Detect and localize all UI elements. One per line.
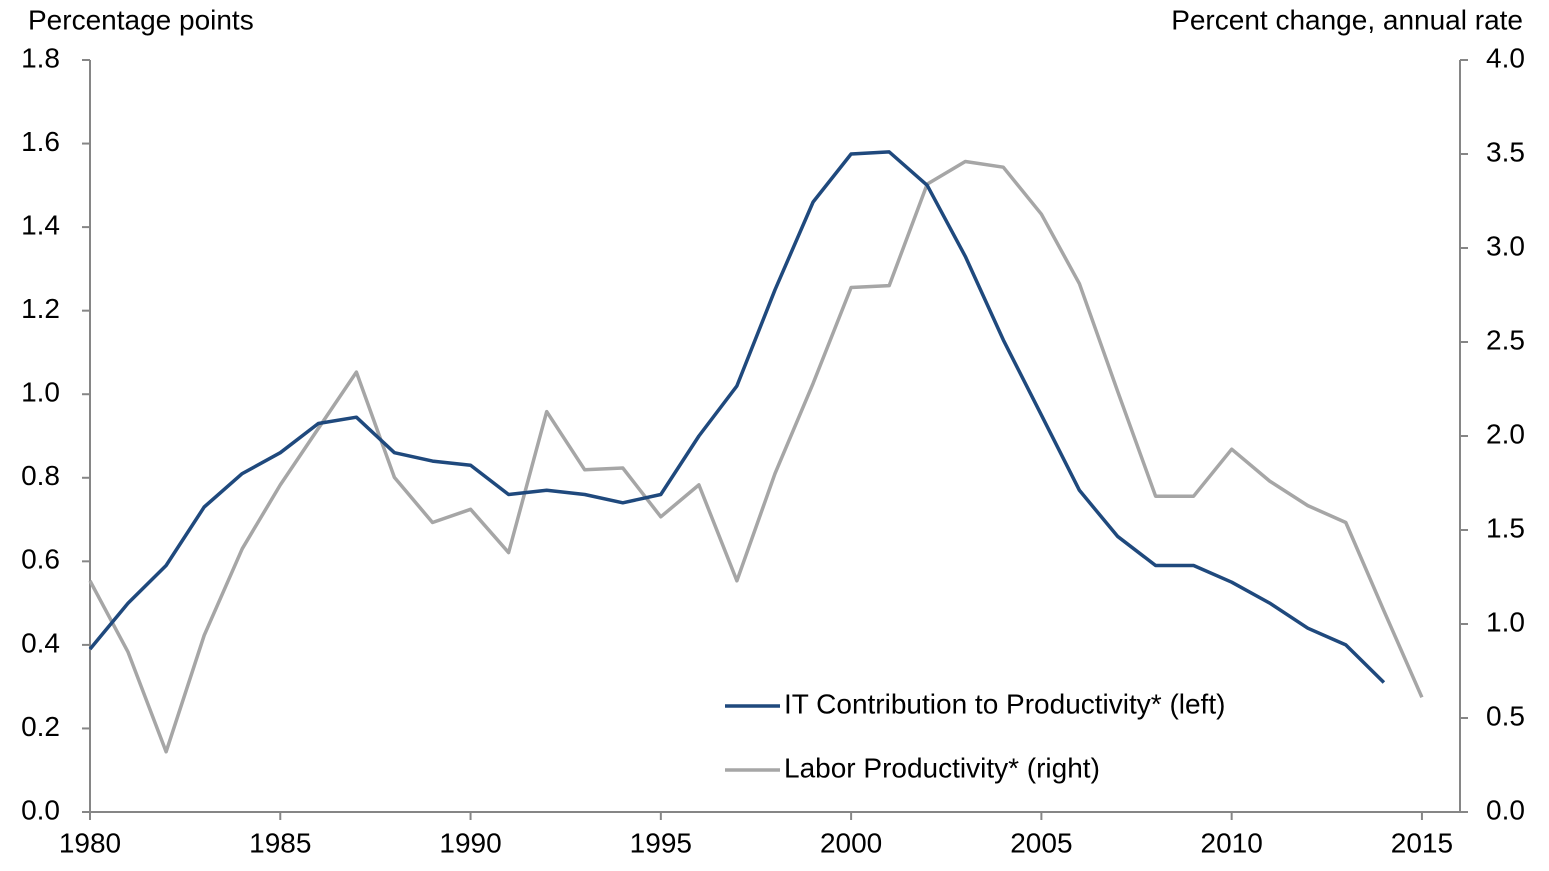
x-tick-label: 1980 <box>59 827 121 858</box>
y2-tick-label: 1.0 <box>1486 606 1525 637</box>
x-tick-label: 2000 <box>820 827 882 858</box>
y-tick-label: 1.4 <box>21 210 60 241</box>
y-tick-label: 0.2 <box>21 711 60 742</box>
y-tick-label: 0.4 <box>21 627 60 658</box>
x-tick-label: 1985 <box>249 827 311 858</box>
y-axis-label: Percentage points <box>28 4 254 35</box>
x-tick-label: 1995 <box>630 827 692 858</box>
y2-tick-label: 0.0 <box>1486 794 1525 825</box>
x-tick-label: 2015 <box>1391 827 1453 858</box>
y-tick-label: 0.8 <box>21 460 60 491</box>
x-tick-label: 2010 <box>1201 827 1263 858</box>
y-tick-label: 1.6 <box>21 126 60 157</box>
y2-tick-label: 3.0 <box>1486 230 1525 261</box>
series-line <box>88 150 1386 684</box>
y2-tick-label: 4.0 <box>1486 42 1525 73</box>
y-tick-label: 0.6 <box>21 544 60 575</box>
y-tick-label: 1.2 <box>21 293 60 324</box>
y2-tick-label: 2.5 <box>1486 324 1525 355</box>
legend-label: Labor Productivity* (right) <box>784 752 1100 783</box>
y2-tick-label: 1.5 <box>1486 512 1525 543</box>
x-tick-label: 1990 <box>439 827 501 858</box>
y2-tick-label: 2.0 <box>1486 418 1525 449</box>
x-tick-label: 2005 <box>1010 827 1072 858</box>
y2-tick-label: 0.5 <box>1486 700 1525 731</box>
y-tick-label: 1.0 <box>21 377 60 408</box>
y2-axis-label: Percent change, annual rate <box>1171 4 1523 35</box>
y-tick-label: 0.0 <box>21 794 60 825</box>
legend-label: IT Contribution to Productivity* (left) <box>784 688 1225 719</box>
y-tick-label: 1.8 <box>21 42 60 73</box>
y2-tick-label: 3.5 <box>1486 136 1525 167</box>
series-line <box>88 159 1424 754</box>
